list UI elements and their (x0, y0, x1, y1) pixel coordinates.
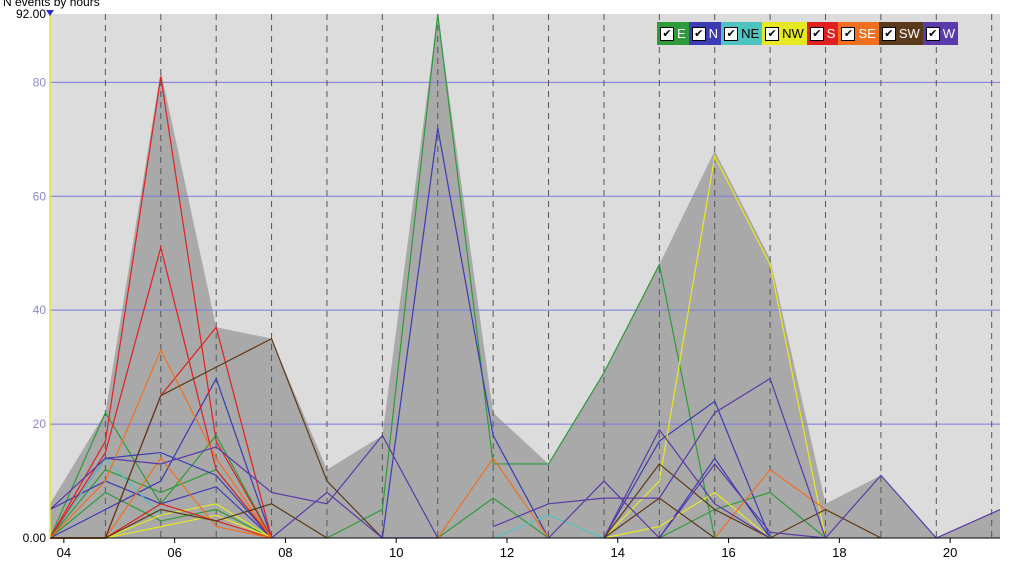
y-tick-label: 40 (33, 303, 47, 317)
y-tick-label: 20 (33, 417, 47, 431)
legend-item-w[interactable]: ✔ W (922, 22, 959, 45)
x-tick-label: 16 (721, 545, 735, 560)
legend-label: SW (898, 26, 920, 41)
legend-item-ne[interactable]: ✔ NE (721, 22, 763, 45)
series-line-s (49, 76, 273, 539)
series-line-e (659, 491, 826, 539)
axis-layer: 0.00 20 40 60 80 92.00 04 06 08 10 12 14 16 18 20 (16, 7, 1000, 560)
legend-checkbox[interactable]: ✔ (841, 26, 856, 41)
legend-checkbox[interactable]: ✔ (881, 26, 896, 41)
series-line-n (381, 127, 550, 539)
series-line-w (492, 377, 827, 539)
legend: ✔ E ✔ N ✔ NE ✔ NW ✔ S ✔ SE ✔ SW ✔ W (657, 22, 959, 45)
total-area (50, 14, 1000, 538)
series-line-n (603, 400, 771, 539)
legend-checkbox[interactable]: ✔ (765, 26, 780, 41)
legend-label: S (826, 26, 836, 41)
grid-layer (50, 14, 1000, 538)
series-line-nw (603, 491, 771, 539)
legend-checkbox[interactable]: ✔ (660, 26, 674, 41)
series-line-w (603, 428, 771, 539)
series-line-sw (603, 463, 882, 539)
legend-label: E (677, 26, 686, 41)
legend-label: NW (782, 26, 804, 41)
series-line-se (49, 348, 273, 539)
series-line-w (825, 474, 1001, 539)
legend-item-e[interactable]: ✔ E (657, 22, 689, 45)
chart-title: N events by hours (3, 0, 100, 9)
series-line-s (49, 245, 273, 539)
x-tick-label: 18 (832, 545, 846, 560)
series-line-e (49, 491, 272, 539)
legend-label: SE (858, 26, 876, 41)
y-tick-label: 92.00 (16, 7, 46, 21)
x-tick-label: 06 (167, 545, 181, 560)
legend-item-se[interactable]: ✔ SE (838, 22, 879, 45)
legend-checkbox[interactable]: ✔ (925, 26, 940, 41)
x-tick-label: 14 (611, 545, 625, 560)
legend-label: NE (741, 26, 760, 41)
legend-checkbox[interactable]: ✔ (809, 26, 824, 41)
x-tick-label: 04 (57, 545, 71, 560)
series-line-w (49, 434, 439, 539)
y-tick-label: 60 (33, 189, 47, 203)
y-tick-label: 80 (33, 75, 47, 89)
series-line-w (548, 462, 826, 539)
series-line-e (437, 497, 549, 539)
legend-checkbox[interactable]: ✔ (724, 26, 739, 41)
x-tick-label: 12 (500, 545, 514, 560)
x-tick-label: 08 (278, 545, 292, 560)
area-layer (50, 14, 1000, 538)
series-line-ne (492, 514, 605, 539)
y-tick-label: 0.00 (23, 531, 47, 545)
legend-label: N (708, 26, 719, 41)
legend-item-sw[interactable]: ✔ SW (878, 22, 923, 45)
x-tick-label: 10 (389, 545, 403, 560)
legend-item-s[interactable]: ✔ S (806, 22, 839, 45)
legend-item-nw[interactable]: ✔ NW (762, 22, 807, 45)
x-tick-label: 20 (943, 545, 957, 560)
series-line-nw (603, 154, 827, 539)
legend-label: W (942, 26, 956, 41)
series-line-e (326, 13, 716, 539)
legend-item-n[interactable]: ✔ N (688, 22, 722, 45)
legend-checkbox[interactable]: ✔ (691, 26, 706, 41)
axis-marker (46, 10, 54, 16)
series-line-n (49, 377, 273, 539)
